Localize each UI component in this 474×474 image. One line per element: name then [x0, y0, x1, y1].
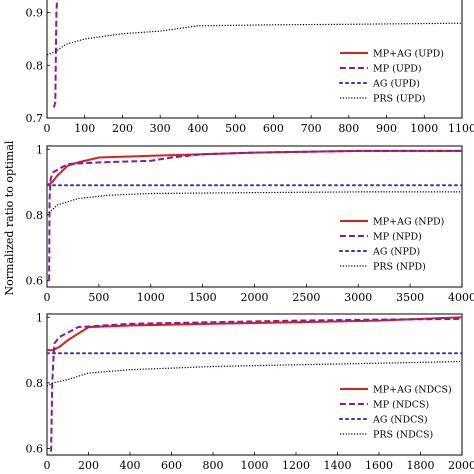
x-tick-label: 0	[44, 291, 51, 304]
x-tick-label: 1000	[241, 459, 269, 472]
x-tick-label: 1200	[282, 459, 310, 472]
plot-frame	[46, 0, 463, 119]
series-line-4	[47, 22, 462, 56]
legend-label: MP (NPD)	[373, 232, 422, 243]
x-tick-label: 200	[112, 122, 133, 135]
series-group	[47, 149, 462, 281]
y-tick-label: 0.7	[26, 112, 44, 125]
legend: MP+AG (NDCS) MP (NDCS) AG (NDCS) PRS (NDCS)	[339, 385, 452, 441]
x-tick-label: 100	[74, 122, 95, 135]
x-tick-label: 2500	[292, 291, 320, 304]
x-tick-label: 2000	[241, 291, 269, 304]
x-tick-label: 0	[44, 459, 51, 472]
chart-panel-3: 0 200 400 600 800 1000 1200 1400 1600 1800 2000 0.6…	[26, 311, 474, 472]
legend-label: AG (NDCS)	[372, 415, 428, 426]
legend-label: AG (NPD)	[372, 247, 420, 258]
x-tick-label: 1000	[410, 122, 438, 135]
legend: MP+AG (UPD) MP (UPD) AG (UPD) PRS (UPD)	[339, 49, 444, 105]
y-tick-label: 1	[36, 143, 43, 156]
legend-label: PRS (UPD)	[373, 94, 426, 105]
legend-label: AG (UPD)	[372, 79, 420, 90]
x-tick-label: 1800	[407, 459, 435, 472]
chart-panel-2: 0 500 1000 1500 2000 2500 3000 3500 4000 0.6 0.8 1 M…	[26, 143, 474, 304]
x-tick-label: 1600	[365, 459, 393, 472]
x-tick-label: 3000	[344, 291, 372, 304]
x-tick-label: 0	[44, 122, 51, 135]
y-tick-label: 1	[36, 311, 43, 324]
y-tick-label: 0.8	[26, 377, 44, 390]
series-line-2	[48, 149, 462, 281]
legend: MP+AG (NPD) MP (NPD) AG (NPD) PRS (NPD)	[339, 217, 444, 273]
y-tick-label: 0.8	[26, 59, 44, 72]
x-tick-label: 2000	[448, 459, 474, 472]
legend-label: MP (UPD)	[373, 64, 422, 75]
legend-label: MP (NDCS)	[373, 400, 429, 411]
x-tick-label: 3500	[396, 291, 424, 304]
x-tick-label: 4000	[448, 291, 474, 304]
legend-label: PRS (NDCS)	[373, 430, 433, 441]
x-tick-label: 1000	[137, 291, 165, 304]
x-tick-label: 500	[88, 291, 109, 304]
x-tick-label: 700	[301, 122, 322, 135]
y-tick-label: 0.9	[26, 7, 44, 20]
x-tick-label: 800	[338, 122, 359, 135]
x-tick-label: 400	[120, 459, 141, 472]
y-tick-label: 0.6	[26, 442, 44, 455]
y-tick-label: 0.6	[26, 274, 44, 287]
series-line-4	[47, 360, 462, 387]
x-tick-label: 800	[203, 459, 224, 472]
series-line-2	[52, 0, 59, 108]
x-tick-label: 1400	[324, 459, 352, 472]
x-tick-label: 500	[225, 122, 246, 135]
series-line-4	[47, 191, 462, 216]
series-line-1	[47, 149, 462, 187]
legend-label: PRS (NPD)	[373, 262, 426, 273]
series-line-2	[50, 317, 462, 452]
x-tick-label: 1500	[189, 291, 217, 304]
series-line-1	[47, 316, 462, 352]
y-axis-label: Normalized ratio to optimal	[3, 140, 16, 295]
x-tick-label: 300	[150, 122, 171, 135]
legend-label: MP+AG (UPD)	[373, 49, 444, 60]
x-tick-label: 1100	[448, 122, 474, 135]
x-tick-label: 900	[376, 122, 397, 135]
legend-label: MP+AG (NPD)	[373, 217, 444, 228]
x-tick-label: 200	[78, 459, 99, 472]
y-tick-label: 0.8	[26, 209, 44, 222]
series-group	[47, 316, 462, 452]
chart-panel-1: 0 100 200 300 400 500 600 700 800 900 1000 1100 0.7 0…	[26, 0, 474, 135]
series-group	[47, 0, 462, 108]
x-tick-label: 600	[161, 459, 182, 472]
x-tick-label: 600	[263, 122, 284, 135]
x-tick-label: 400	[187, 122, 208, 135]
legend-label: MP+AG (NDCS)	[373, 385, 452, 396]
